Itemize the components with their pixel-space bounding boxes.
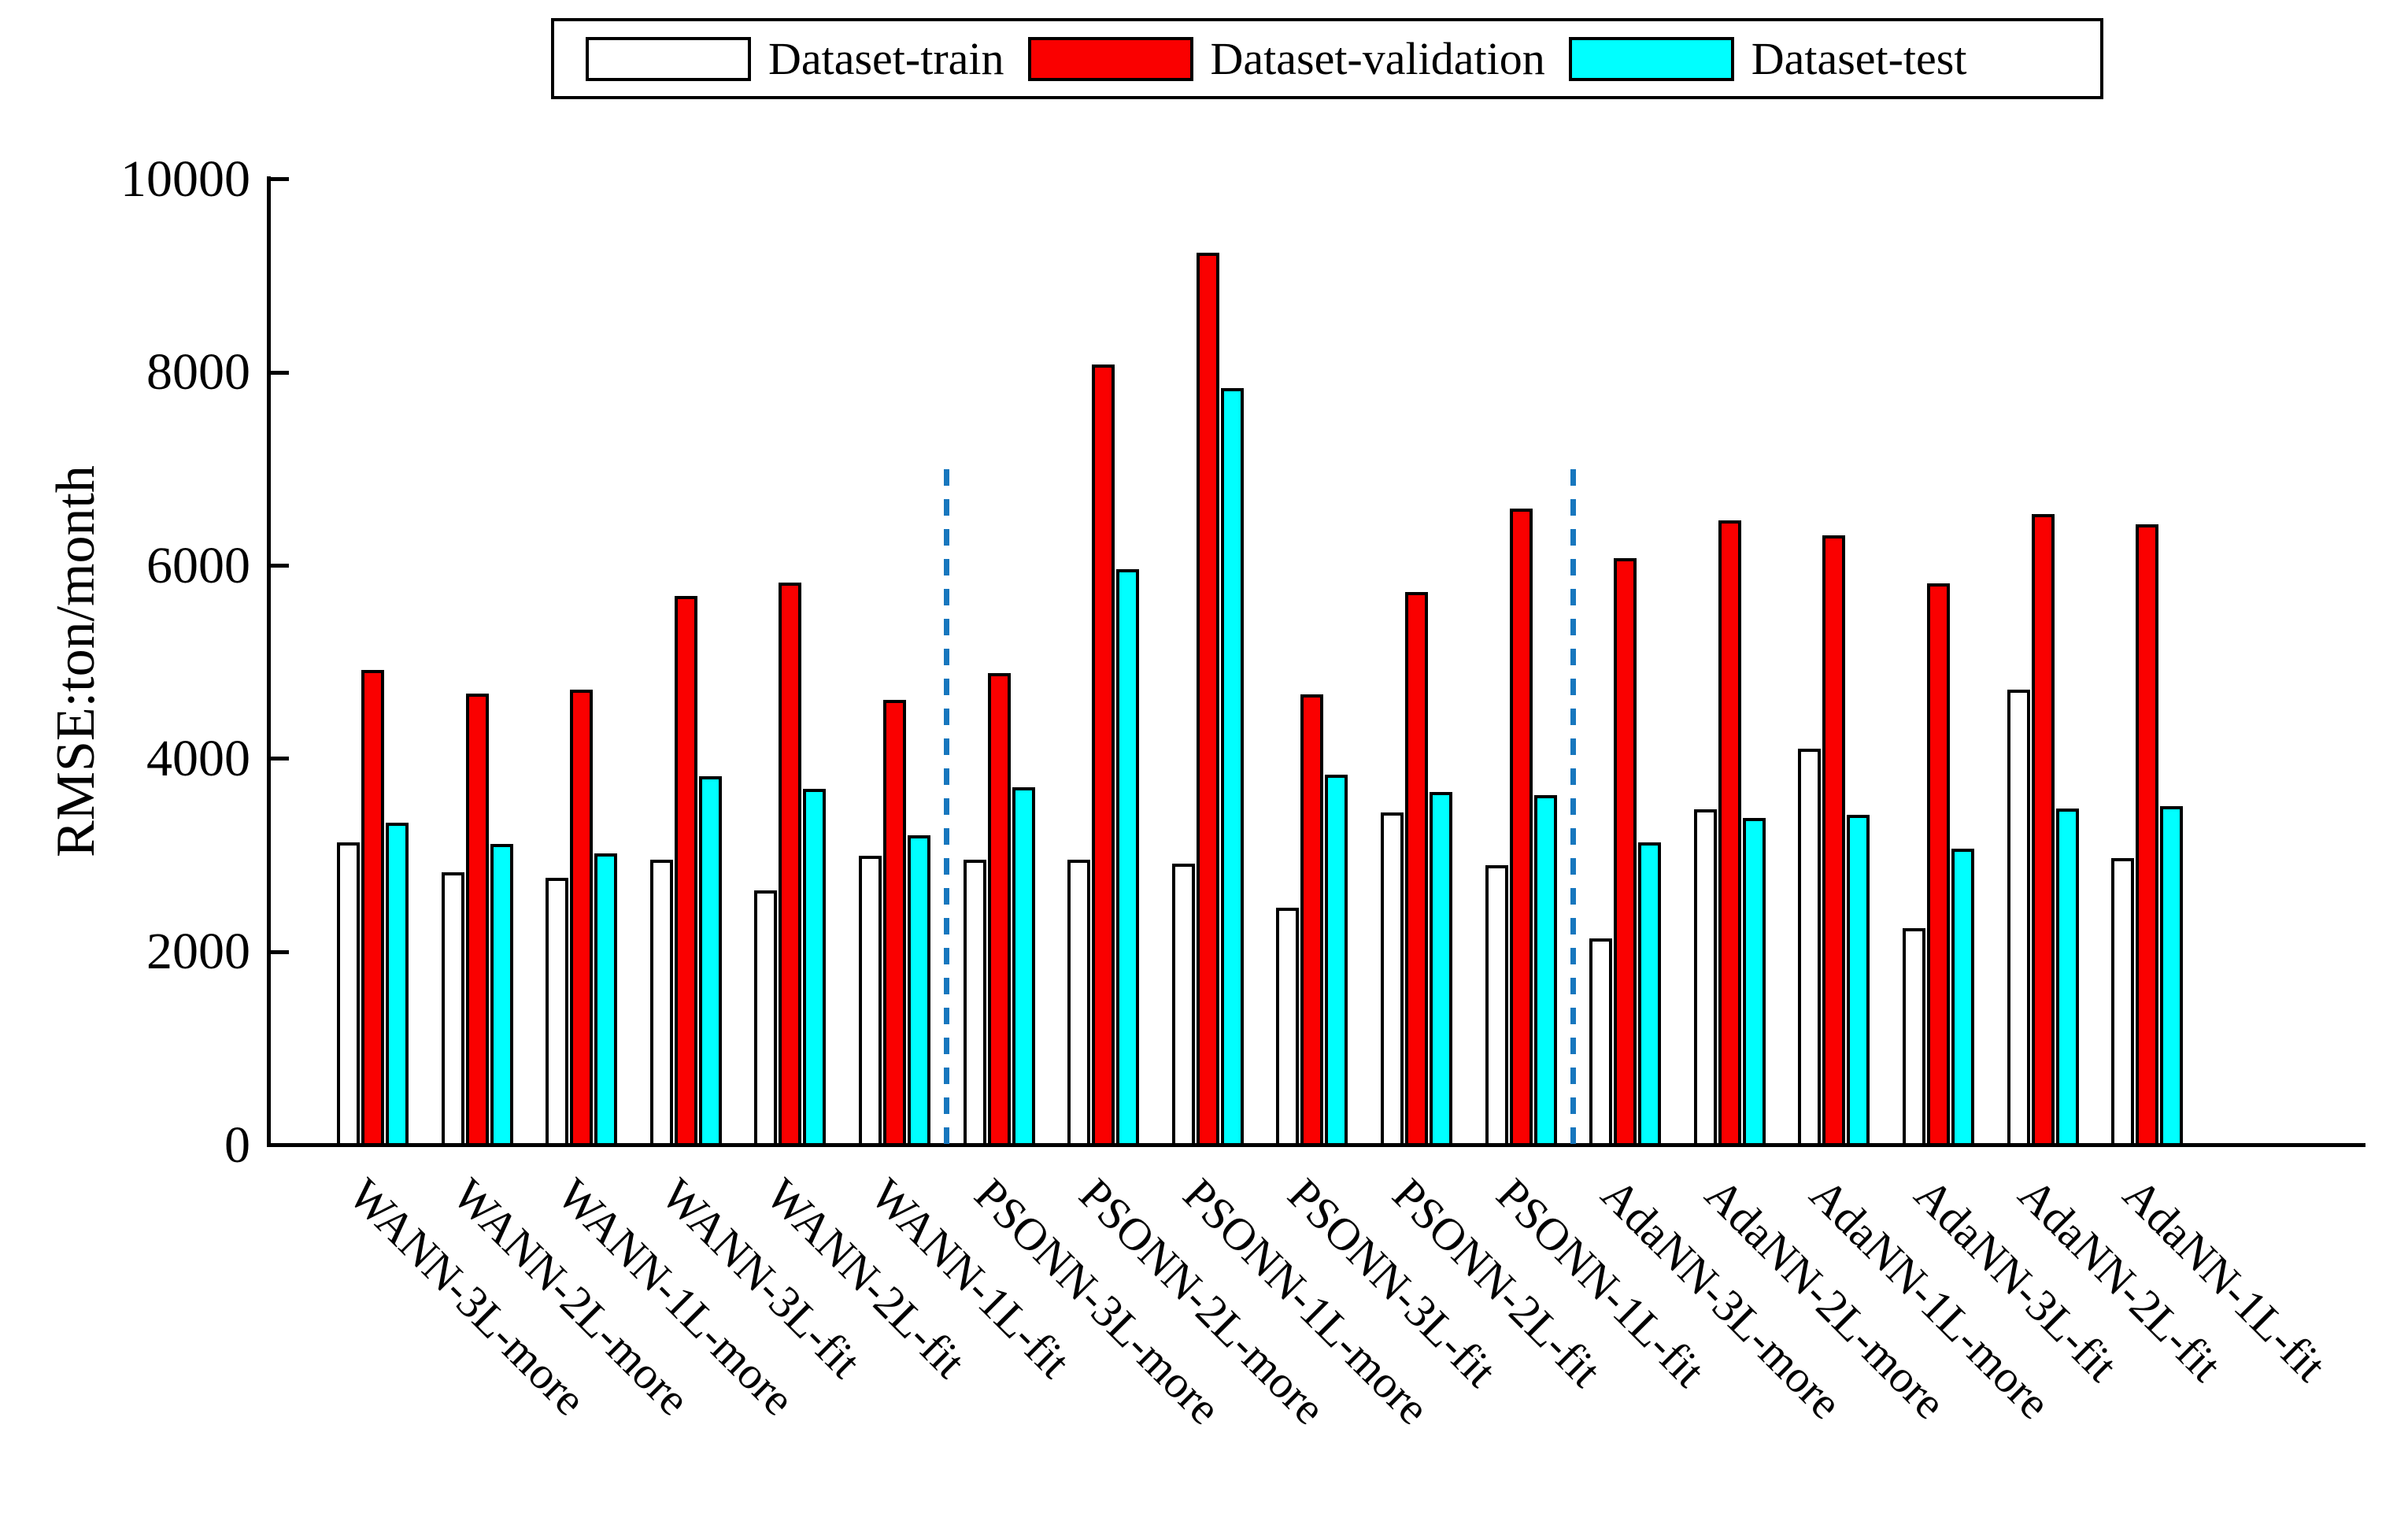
bar-dataset-train — [546, 878, 568, 1146]
bar-dataset-validation — [883, 700, 906, 1146]
bar-dataset-train — [650, 860, 673, 1146]
legend-label: Dataset-validation — [1210, 32, 1545, 84]
y-tick-mark — [271, 177, 289, 182]
y-tick-mark — [271, 757, 289, 761]
bar-dataset-train — [1903, 928, 1925, 1146]
bar-dataset-test — [1951, 849, 1974, 1146]
bar-dataset-train — [1276, 908, 1299, 1146]
bar-dataset-validation — [1092, 365, 1115, 1146]
y-tick-label: 8000 — [146, 343, 250, 402]
bar-dataset-test — [1847, 815, 1870, 1146]
group-separator-line — [944, 468, 950, 1147]
bar-dataset-train — [442, 872, 464, 1146]
bar-dataset-validation — [2136, 524, 2158, 1146]
y-axis-line — [267, 176, 271, 1147]
bar-dataset-validation — [1927, 583, 1950, 1146]
bar-dataset-train — [1172, 864, 1195, 1146]
legend-swatch-icon — [1568, 36, 1734, 81]
bar-dataset-validation — [1718, 520, 1741, 1146]
bar-dataset-validation — [2032, 514, 2055, 1146]
bar-dataset-validation — [466, 694, 489, 1146]
bar-dataset-validation — [675, 596, 697, 1146]
bar-dataset-test — [1743, 818, 1766, 1146]
bar-dataset-validation — [1405, 592, 1428, 1146]
y-tick-label: 10000 — [120, 150, 250, 208]
bar-dataset-test — [1012, 787, 1035, 1146]
bar-dataset-test — [594, 853, 617, 1146]
bar-dataset-validation — [779, 583, 801, 1146]
bar-dataset-test — [1534, 795, 1557, 1146]
bar-dataset-train — [2007, 690, 2030, 1146]
legend-swatch-icon — [586, 36, 751, 81]
bar-dataset-test — [803, 789, 826, 1146]
bar-dataset-test — [908, 835, 930, 1146]
bar-dataset-validation — [1822, 535, 1845, 1146]
y-tick-label: 0 — [224, 1116, 250, 1174]
legend: Dataset-train Dataset-validation Dataset-t… — [551, 18, 2103, 99]
y-tick-mark — [271, 370, 289, 375]
y-tick-mark — [271, 564, 289, 568]
bar-dataset-test — [386, 823, 409, 1146]
bar-dataset-test — [699, 776, 722, 1146]
y-tick-label: 2000 — [146, 923, 250, 981]
bar-dataset-test — [2160, 806, 2183, 1146]
group-separator-line — [1570, 468, 1576, 1147]
bar-dataset-validation — [570, 690, 593, 1146]
bar-dataset-test — [1325, 775, 1348, 1146]
bar-dataset-test — [1638, 842, 1661, 1146]
bar-dataset-validation — [1300, 694, 1323, 1146]
bar-dataset-train — [337, 842, 360, 1146]
bar-dataset-train — [1485, 865, 1508, 1146]
legend-item: Dataset-train — [586, 32, 1004, 84]
bar-dataset-train — [1798, 749, 1821, 1146]
legend-item: Dataset-test — [1568, 32, 1967, 84]
y-tick-mark — [271, 949, 289, 954]
bar-dataset-test — [1221, 388, 1244, 1146]
bar-dataset-train — [754, 890, 777, 1146]
bar-dataset-validation — [361, 670, 384, 1146]
bar-dataset-test — [1116, 569, 1139, 1146]
legend-label: Dataset-train — [768, 32, 1004, 84]
legend-label: Dataset-test — [1751, 32, 1967, 84]
bar-dataset-validation — [1510, 509, 1533, 1146]
legend-item: Dataset-validation — [1027, 32, 1545, 84]
bar-dataset-test — [490, 844, 513, 1146]
bar-dataset-train — [859, 856, 882, 1146]
bar-dataset-validation — [1614, 558, 1637, 1146]
y-tick-label: 4000 — [146, 729, 250, 787]
bar-dataset-train — [1589, 938, 1612, 1146]
bar-dataset-test — [1430, 792, 1452, 1146]
y-tick-label: 6000 — [146, 536, 250, 594]
bar-dataset-train — [1381, 812, 1404, 1146]
legend-swatch-icon — [1027, 36, 1193, 81]
y-axis-title: RMSE:ton/month — [46, 465, 106, 857]
bar-dataset-train — [1694, 809, 1717, 1146]
bar-dataset-test — [2056, 809, 2079, 1146]
bar-dataset-validation — [988, 673, 1011, 1146]
bar-dataset-validation — [1197, 253, 1219, 1146]
bar-dataset-train — [1067, 860, 1090, 1146]
bar-dataset-train — [2111, 858, 2134, 1146]
y-tick-mark — [271, 1143, 289, 1147]
bar-dataset-train — [964, 860, 986, 1146]
